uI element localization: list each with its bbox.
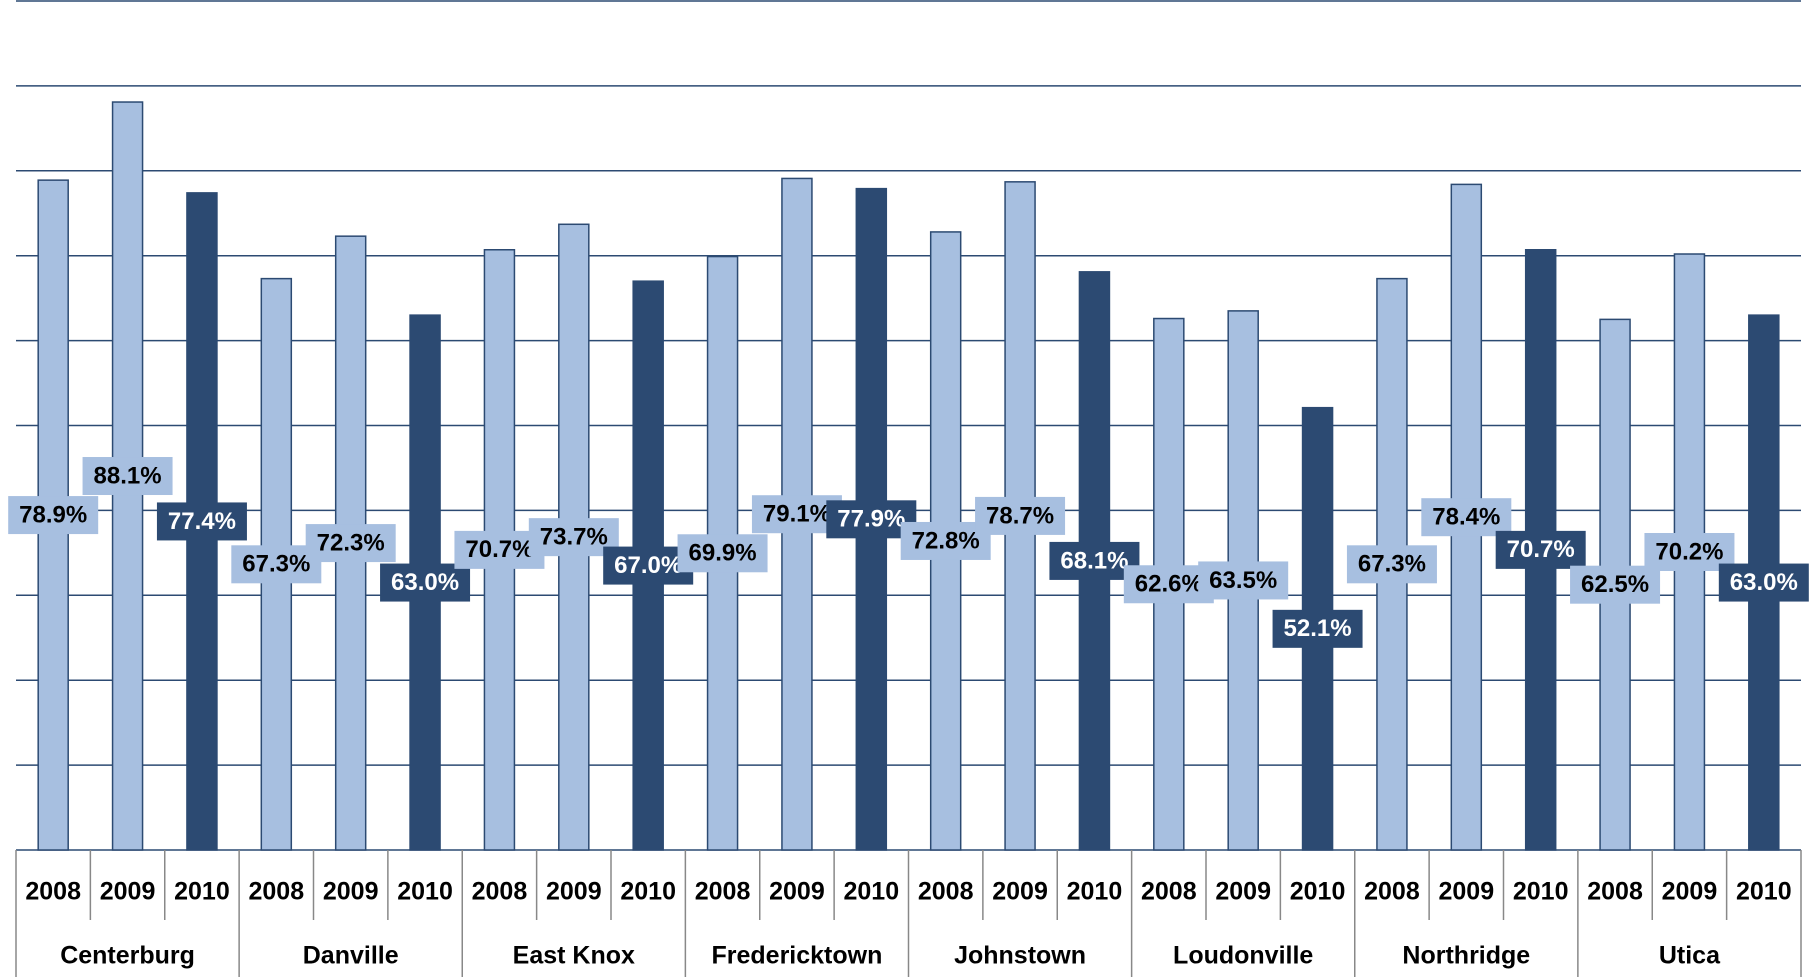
x-tick-label: 2010 [844, 878, 900, 906]
data-label-box [1272, 609, 1363, 648]
data-label: 63.5% [1209, 567, 1277, 594]
data-label: 67.0% [614, 552, 682, 579]
data-label: 67.3% [242, 551, 310, 578]
data-label: 79.1% [763, 501, 831, 528]
data-label-box [380, 563, 471, 602]
data-label: 72.3% [317, 529, 385, 556]
data-label: 70.7% [1507, 536, 1575, 563]
data-label-box [305, 524, 396, 563]
x-tick-label: 2008 [249, 878, 305, 906]
x-tick-label: 2010 [174, 878, 230, 906]
data-label-box [1346, 545, 1437, 584]
data-label: 70.2% [1655, 538, 1723, 565]
data-label-box [1421, 498, 1512, 537]
x-tick-label: 2008 [695, 878, 751, 906]
data-label: 77.9% [837, 506, 905, 533]
data-label: 72.8% [912, 527, 980, 554]
data-label: 63.0% [1730, 569, 1798, 596]
data-label-box [1718, 563, 1809, 602]
data-label: 78.7% [986, 502, 1054, 529]
data-label: 78.9% [19, 501, 87, 528]
data-label: 73.7% [540, 523, 608, 550]
x-tick-label: 2009 [1215, 878, 1271, 906]
data-label-box [677, 534, 768, 573]
x-group-label: Loudonville [1173, 942, 1313, 970]
x-tick-label: 2008 [1141, 878, 1197, 906]
x-group-label: Centerburg [60, 942, 195, 970]
data-label: 68.1% [1060, 547, 1128, 574]
x-group-label: Danville [303, 942, 399, 970]
x-tick-label: 2009 [769, 878, 825, 906]
data-label: 67.3% [1358, 551, 1426, 578]
x-tick-label: 2009 [992, 878, 1048, 906]
data-label: 62.5% [1581, 571, 1649, 598]
data-label: 77.4% [168, 508, 236, 535]
data-label: 52.1% [1284, 615, 1352, 642]
x-tick-label: 2009 [1662, 878, 1718, 906]
x-tick-label: 2008 [918, 878, 974, 906]
x-tick-label: 2008 [1587, 878, 1643, 906]
data-label: 88.1% [94, 462, 162, 489]
x-group-label: Northridge [1402, 942, 1530, 970]
x-tick-label: 2010 [1513, 878, 1569, 906]
data-label-box [82, 457, 173, 496]
x-tick-label: 2010 [397, 878, 453, 906]
data-label: 63.0% [391, 569, 459, 596]
data-label: 69.9% [689, 540, 757, 567]
x-tick-label: 2008 [25, 878, 81, 906]
x-tick-label: 2009 [546, 878, 602, 906]
x-tick-label: 2009 [1439, 878, 1495, 906]
x-tick-label: 2010 [620, 878, 676, 906]
x-tick-label: 2008 [1364, 878, 1420, 906]
x-tick-label: 2010 [1290, 878, 1346, 906]
data-label: 62.6% [1135, 571, 1203, 598]
data-label: 78.4% [1432, 504, 1500, 531]
x-tick-label: 2009 [323, 878, 379, 906]
data-label-box [1198, 561, 1289, 600]
x-group-label: East Knox [513, 942, 635, 970]
data-label-box [156, 502, 247, 541]
x-tick-label: 2008 [472, 878, 528, 906]
x-group-label: Johnstown [954, 942, 1086, 970]
data-label-box [975, 496, 1066, 535]
x-tick-label: 2009 [100, 878, 156, 906]
x-group-label: Utica [1659, 942, 1721, 970]
x-tick-label: 2010 [1736, 878, 1792, 906]
data-label: 70.7% [465, 536, 533, 563]
data-label-box [1570, 565, 1661, 604]
data-label-box [8, 496, 99, 535]
data-label-box [1495, 530, 1586, 569]
x-tick-label: 2010 [1067, 878, 1123, 906]
x-group-label: Fredericktown [712, 942, 883, 970]
